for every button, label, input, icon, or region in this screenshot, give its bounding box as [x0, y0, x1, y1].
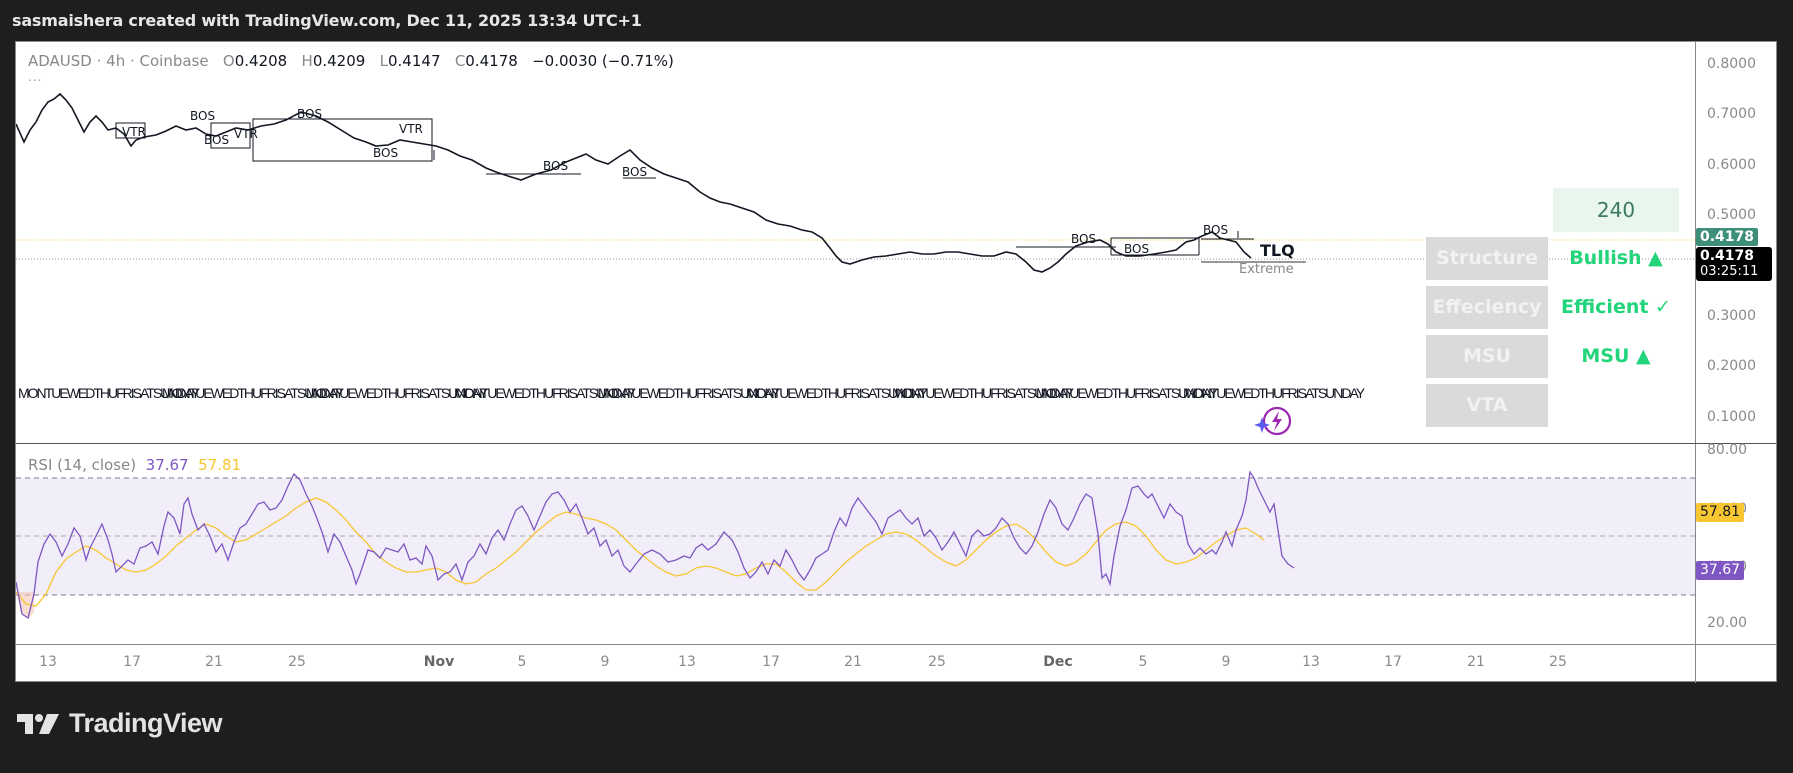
price-series	[16, 92, 1252, 273]
time-tick: 13	[678, 654, 696, 670]
rsi-ma-line	[16, 497, 1265, 607]
bos-label: BOS	[543, 159, 569, 173]
bos-label: BOS	[190, 109, 216, 123]
rsi-tick: 20.00	[1707, 615, 1748, 631]
time-tick: 21	[844, 654, 862, 670]
timeframe-cell: 240	[1553, 188, 1679, 232]
price-axis-divider	[1695, 42, 1696, 683]
time-tick: 25	[288, 654, 306, 670]
bos-label: BOS	[297, 107, 323, 121]
rsi-ma-value: 57.81	[198, 456, 242, 474]
vtr-label: VTR	[399, 122, 423, 136]
price-tick: 0.7000	[1707, 106, 1756, 122]
symbol-title[interactable]: ADAUSD · 4h · Coinbase	[28, 52, 209, 70]
crosshair-price: 0.4178	[1700, 248, 1755, 264]
attribution-bar: sasmaishera created with TradingView.com…	[0, 0, 1793, 41]
symbol-legend[interactable]: ADAUSD · 4h · Coinbase O0.4208 H0.4209 L…	[28, 52, 674, 70]
open-value: 0.4208	[234, 52, 288, 70]
bos-label: BOS	[1071, 232, 1097, 246]
tlq-label: TLQ	[1260, 241, 1295, 260]
day-of-week-strip: MONTUEWEDTHUFRISATSUNDAY	[306, 385, 488, 401]
rsi-title: RSI (14, close)	[28, 456, 137, 474]
time-tick: 13	[1302, 654, 1320, 670]
dashboard-value-structure: Bullish ▲	[1569, 247, 1663, 269]
day-of-week-strip: MONTUEWEDTHUFRISATSUNDAY	[162, 385, 344, 401]
day-of-week-strip: MONTUEWEDTHUFRISATSUNDAY	[746, 385, 928, 401]
price-pane[interactable]	[16, 42, 1695, 444]
tradingview-logo-text: TradingView	[69, 708, 223, 738]
time-tick: 17	[123, 654, 141, 670]
tradingview-logo-icon	[17, 713, 59, 734]
rsi-value-badge: 37.67	[1696, 561, 1745, 580]
price-tick: 0.6000	[1707, 157, 1756, 173]
day-of-week-strip: MONTUEWEDTHUFRISATSUNDAY	[18, 385, 200, 401]
chart-panel[interactable]: ADAUSD · 4h · Coinbase O0.4208 H0.4209 L…	[15, 41, 1777, 683]
pane-divider[interactable]	[16, 443, 1776, 444]
low-value: 0.4147	[388, 52, 441, 70]
time-tick: 17	[1384, 654, 1402, 670]
bos-label: BOS	[622, 165, 648, 179]
day-of-week-strip: MONTUEWEDTHUFRISATSUNDAY	[892, 385, 1074, 401]
time-tick: 21	[1467, 654, 1485, 670]
rsi-legend[interactable]: RSI (14, close) 37.67 57.81	[28, 456, 241, 474]
time-tick: 9	[1221, 654, 1231, 670]
time-axis-divider	[16, 644, 1776, 645]
more-options-icon[interactable]: ...	[28, 70, 43, 84]
time-tick: 5	[517, 654, 527, 670]
time-tick: 21	[205, 654, 223, 670]
tradingview-logo[interactable]: TradingView	[17, 708, 223, 739]
price-tick: 0.5000	[1707, 207, 1756, 223]
rsi-line	[16, 470, 1295, 620]
bar-countdown: 03:25:11	[1700, 264, 1759, 279]
time-tick: 5	[1138, 654, 1148, 670]
day-of-week-strip: MONTUEWEDTHUFRISATSUNDAY	[1036, 385, 1218, 401]
price-tick: 0.2000	[1707, 358, 1756, 374]
rsi-pane[interactable]	[16, 444, 1695, 644]
rsi-value: 37.67	[145, 456, 189, 474]
time-tick: 17	[762, 654, 780, 670]
last-price-badge: 0.4178	[1696, 228, 1759, 246]
change-value: −0.0030 (−0.71%)	[532, 52, 674, 70]
rsi-tick: 80.00	[1707, 442, 1748, 458]
bos-label: BOS	[204, 133, 230, 147]
bos-label: BOS	[1124, 242, 1150, 256]
time-tick: 9	[600, 654, 610, 670]
dashboard-label-msu: MSU	[1426, 335, 1548, 378]
high-value: 0.4209	[312, 52, 366, 70]
time-tick: 13	[39, 654, 57, 670]
day-of-week-strip: MONTUEWEDTHUFRISATSUNDAY	[454, 385, 636, 401]
crosshair-price-badge: 0.4178 03:25:11	[1696, 247, 1772, 281]
bos-label: BOS	[373, 146, 399, 160]
attribution-text: sasmaishera created with TradingView.com…	[12, 11, 642, 30]
time-tick: 25	[1549, 654, 1567, 670]
dashboard-label-efficiency: Effeciency	[1426, 286, 1548, 329]
day-of-week-strip: MONTUEWEDTHUFRISATSUNDAY	[1183, 385, 1365, 401]
extreme-label: Extreme	[1239, 262, 1294, 277]
price-tick: 0.1000	[1707, 409, 1756, 425]
bos-label: BOS	[1203, 223, 1229, 237]
dashboard-label-vta: VTA	[1426, 384, 1548, 427]
rsi-ma-badge: 57.81	[1696, 503, 1745, 522]
day-of-week-strip: MONTUEWEDTHUFRISATSUNDAY	[598, 385, 780, 401]
dashboard-value-efficiency: Efficient ✓	[1561, 296, 1671, 318]
time-tick-month: Dec	[1043, 654, 1073, 670]
dashboard-label-structure: Structure	[1426, 237, 1548, 280]
vtr-label: VTR	[234, 127, 258, 141]
time-tick-month: Nov	[423, 654, 455, 670]
close-value: 0.4178	[465, 52, 518, 70]
time-tick: 25	[928, 654, 946, 670]
price-tick: 0.8000	[1707, 56, 1756, 72]
dashboard-value-msu: MSU ▲	[1581, 345, 1651, 367]
vtr-label: VTR	[122, 125, 146, 139]
lightning-assistant-icon[interactable]	[1254, 405, 1294, 439]
price-tick: 0.3000	[1707, 308, 1756, 324]
